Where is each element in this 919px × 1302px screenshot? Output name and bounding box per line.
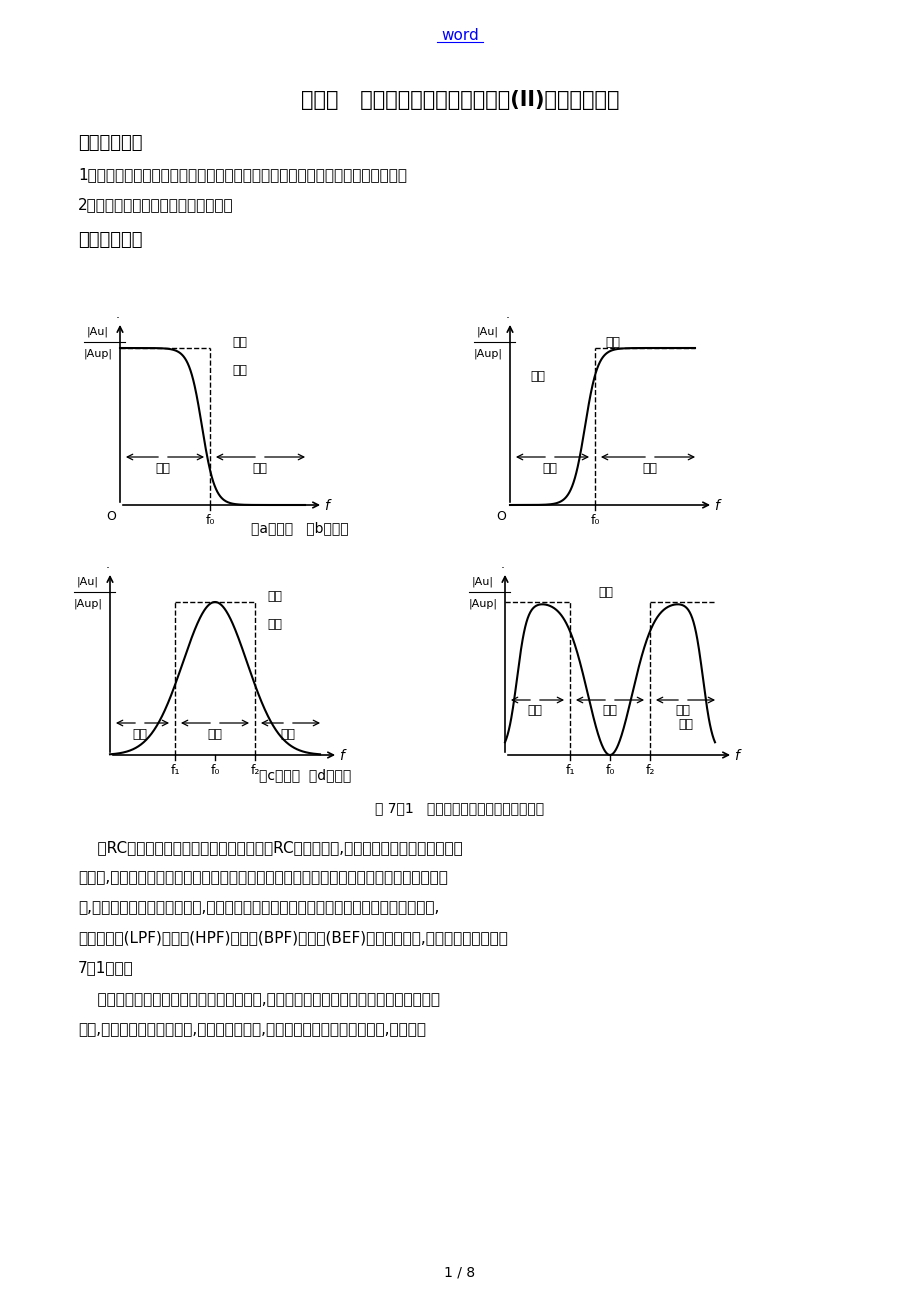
Text: f₀: f₀	[210, 763, 220, 776]
Text: 实际: 实际	[677, 719, 692, 732]
Text: 2、学会测量有源滤波器的幅频特性。: 2、学会测量有源滤波器的幅频特性。	[78, 198, 233, 212]
Text: 实际: 实际	[267, 617, 282, 630]
Text: 通带: 通带	[155, 461, 170, 474]
Text: f: f	[339, 749, 344, 763]
Text: O: O	[106, 510, 116, 523]
Text: 二、实验原理: 二、实验原理	[78, 230, 142, 249]
Text: |Aup|: |Aup|	[468, 599, 497, 609]
Text: f: f	[714, 499, 719, 513]
Text: |Aup|: |Aup|	[74, 599, 102, 609]
Text: （c）带通  （d）带阻: （c）带通 （d）带阻	[258, 768, 351, 783]
Text: |Au|: |Au|	[87, 327, 108, 337]
Text: f₀: f₀	[205, 513, 214, 526]
Text: 通带: 通带	[641, 461, 657, 474]
Text: f₀: f₀	[590, 513, 599, 526]
Text: 实际: 实际	[529, 370, 544, 383]
Text: 通带: 通带	[208, 728, 222, 741]
Text: word: word	[440, 27, 479, 43]
Text: 实际: 实际	[232, 363, 246, 376]
Text: 具有理想幅频特性的滤波器是很难实现的,只能用实际的幅频特性去逼近理想的。一般: 具有理想幅频特性的滤波器是很难实现的,只能用实际的幅频特性去逼近理想的。一般	[78, 992, 439, 1008]
Text: 阻带: 阻带	[132, 728, 147, 741]
Text: 号通过,抑制或急剧衰减此频率范围以外的信号。可用在信息处理、数据传输、抑制干扰等方: 号通过,抑制或急剧衰减此频率范围以外的信号。可用在信息处理、数据传输、抑制干扰等…	[78, 871, 448, 885]
Text: ·: ·	[501, 562, 505, 575]
Text: |Au|: |Au|	[471, 577, 494, 587]
Text: f₁: f₁	[170, 763, 179, 776]
Text: 可分为低通(LPF)、高通(HPF)、带通(BPF)与带阻(BEF)等四种滤波器,它们的幅频特性如图: 可分为低通(LPF)、高通(HPF)、带通(BPF)与带阻(BEF)等四种滤波器…	[78, 931, 507, 945]
Text: |Au|: |Au|	[476, 327, 498, 337]
Text: 理想: 理想	[605, 336, 619, 349]
Text: 通带: 通带	[675, 704, 690, 717]
Text: 1 / 8: 1 / 8	[444, 1266, 475, 1279]
Text: （a）低通   （b）高通: （a）低通 （b）高通	[251, 521, 348, 535]
Text: ·: ·	[505, 312, 509, 326]
Text: ·: ·	[106, 562, 110, 575]
Text: |Aup|: |Aup|	[473, 349, 502, 359]
Text: f₀: f₀	[605, 763, 614, 776]
Text: f: f	[733, 749, 739, 763]
Text: 阻带: 阻带	[602, 704, 617, 717]
Text: 图 7－1   四种滤波电路的幅频特性示意图: 图 7－1 四种滤波电路的幅频特性示意图	[375, 801, 544, 815]
Text: 理想: 理想	[597, 586, 612, 599]
Text: 面,但因受运算放大器频带限制,这类滤波器主要用于低频围。根据对频率范围的选择不同,: 面,但因受运算放大器频带限制,这类滤波器主要用于低频围。根据对频率范围的选择不同…	[78, 901, 439, 915]
Text: 通带: 通带	[527, 704, 542, 717]
Text: 阻带: 阻带	[280, 728, 295, 741]
Text: f₂: f₂	[644, 763, 654, 776]
Text: |Au|: |Au|	[77, 577, 99, 587]
Text: 一、实验目的: 一、实验目的	[78, 134, 142, 152]
Text: 实验七   集成运算放大器的基本应用(II)一有源滤波器: 实验七 集成运算放大器的基本应用(II)一有源滤波器	[301, 90, 618, 109]
Text: 7－1所示。: 7－1所示。	[78, 961, 133, 975]
Text: 理想: 理想	[232, 336, 246, 349]
Text: f: f	[324, 499, 329, 513]
Text: 来说,滤波器的幅频特性越好,其相频特性越差,反之亦然。滤波器的阶数越高,幅频特性: 来说,滤波器的幅频特性越好,其相频特性越差,反之亦然。滤波器的阶数越高,幅频特性	[78, 1022, 425, 1038]
Text: 由RC元件与运算放大器组成的滤波器称为RC有源滤波器,其功能是让一定频率范围的信: 由RC元件与运算放大器组成的滤波器称为RC有源滤波器,其功能是让一定频率范围的信	[78, 841, 462, 855]
Text: f₁: f₁	[564, 763, 574, 776]
Text: 阻带: 阻带	[252, 461, 267, 474]
Text: O: O	[495, 510, 505, 523]
Text: 理想: 理想	[267, 591, 282, 604]
Text: f₂: f₂	[250, 763, 259, 776]
Text: |Aup|: |Aup|	[84, 349, 112, 359]
Text: 阻带: 阻带	[542, 461, 557, 474]
Text: ·: ·	[116, 312, 119, 326]
Text: 1、熟悉用运放、电阻和电容组成有源低通滤波、高通滤波和带通、带阻滤波器。: 1、熟悉用运放、电阻和电容组成有源低通滤波、高通滤波和带通、带阻滤波器。	[78, 168, 406, 182]
